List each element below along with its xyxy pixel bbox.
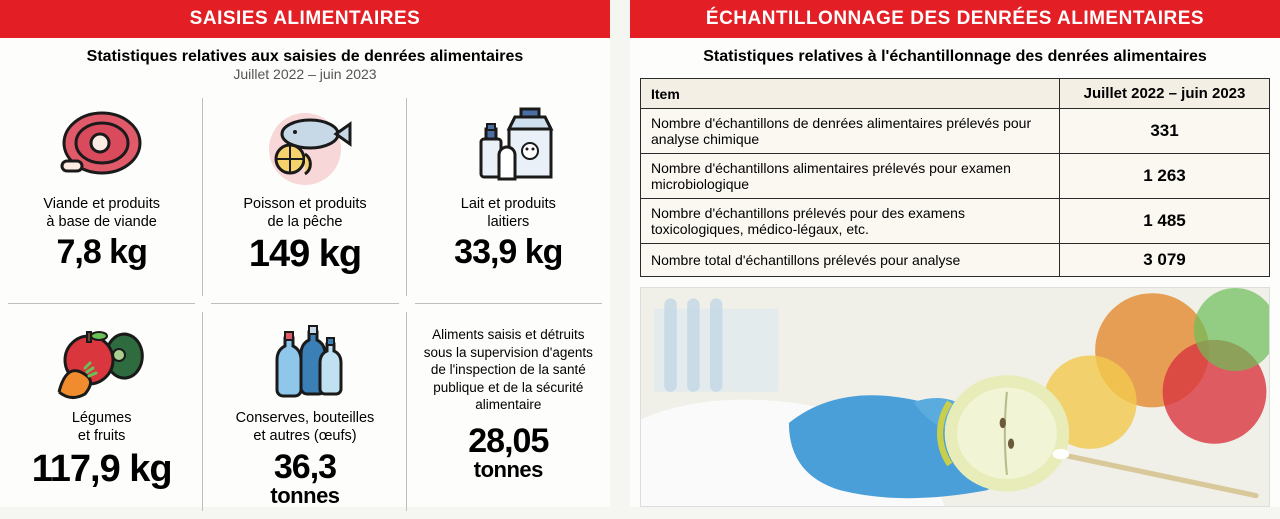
- seizures-grid: Viande et produitsà base de viande 7,8 k…: [0, 90, 610, 519]
- cell-dairy: Lait et produitslaitiers 33,9 kg: [407, 90, 610, 304]
- seizures-subtitle: Statistiques relatives aux saisies de de…: [0, 38, 610, 66]
- td-label: Nombre d'échantillons prélevés pour des …: [641, 199, 1060, 244]
- sampling-banner: ÉCHANTILLONNAGE DES DENRÉES ALIMENTAIRES: [630, 0, 1280, 38]
- th-item: Item: [641, 79, 1060, 109]
- table-row: Nombre d'échantillons de denrées aliment…: [641, 109, 1270, 154]
- fish-icon: [250, 96, 360, 191]
- sampling-table-wrap: Item Juillet 2022 – juin 2023 Nombre d'é…: [630, 74, 1280, 287]
- td-label: Nombre d'échantillons alimentaires préle…: [641, 154, 1060, 199]
- cell-label: Aliments saisis et détruits sous la supe…: [417, 326, 600, 414]
- seizures-banner: SAISIES ALIMENTAIRES: [0, 0, 610, 38]
- table-row: Nombre total d'échantillons prélevés pou…: [641, 244, 1270, 277]
- cell-label: Légumeset fruits: [72, 409, 132, 445]
- cell-fruits: Légumeset fruits 117,9 kg: [0, 304, 203, 518]
- table-row: Nombre d'échantillons alimentaires préle…: [641, 154, 1270, 199]
- cell-label: Viande et produitsà base de viande: [43, 195, 160, 231]
- cell-label: Lait et produitslaitiers: [461, 195, 556, 231]
- cell-label: Poisson et produitsde la pêche: [243, 195, 366, 231]
- td-label: Nombre total d'échantillons prélevés pou…: [641, 244, 1060, 277]
- cell-value: 149 kg: [249, 233, 361, 276]
- cell-destroyed: Aliments saisis et détruits sous la supe…: [407, 304, 610, 518]
- td-value: 3 079: [1060, 244, 1270, 277]
- cell-value: 36,3: [274, 448, 336, 487]
- bottles-icon: [255, 310, 355, 405]
- td-value: 1 263: [1060, 154, 1270, 199]
- cell-value: 117,9 kg: [32, 448, 172, 491]
- seizures-period: Juillet 2022 – juin 2023: [0, 66, 610, 90]
- table-header-row: Item Juillet 2022 – juin 2023: [641, 79, 1270, 109]
- meat-icon: [52, 96, 152, 191]
- td-label: Nombre d'échantillons de denrées aliment…: [641, 109, 1060, 154]
- cell-value: 7,8 kg: [56, 233, 146, 272]
- seizures-panel: SAISIES ALIMENTAIRES Statistiques relati…: [0, 0, 610, 507]
- td-value: 1 485: [1060, 199, 1270, 244]
- td-value: 331: [1060, 109, 1270, 154]
- cell-meat: Viande et produitsà base de viande 7,8 k…: [0, 90, 203, 304]
- cell-fish: Poisson et produitsde la pêche 149 kg: [203, 90, 406, 304]
- fruits-icon: [47, 310, 157, 405]
- cell-value: 28,05: [468, 422, 548, 461]
- cell-label: Conserves, bouteilleset autres (œufs): [236, 409, 375, 445]
- sampling-subtitle: Statistiques relatives à l'échantillonna…: [630, 38, 1280, 74]
- sampling-panel: ÉCHANTILLONNAGE DES DENRÉES ALIMENTAIRES…: [630, 0, 1280, 507]
- cell-unit: tonnes: [474, 457, 543, 483]
- cell-unit: tonnes: [270, 483, 339, 509]
- th-period: Juillet 2022 – juin 2023: [1060, 79, 1270, 109]
- table-row: Nombre d'échantillons prélevés pour des …: [641, 199, 1270, 244]
- cell-bottles: Conserves, bouteilleset autres (œufs) 36…: [203, 304, 406, 518]
- cell-value: 33,9 kg: [454, 233, 562, 272]
- lab-photo: [640, 287, 1270, 507]
- sampling-table: Item Juillet 2022 – juin 2023 Nombre d'é…: [640, 78, 1270, 277]
- dairy-icon: [453, 96, 563, 191]
